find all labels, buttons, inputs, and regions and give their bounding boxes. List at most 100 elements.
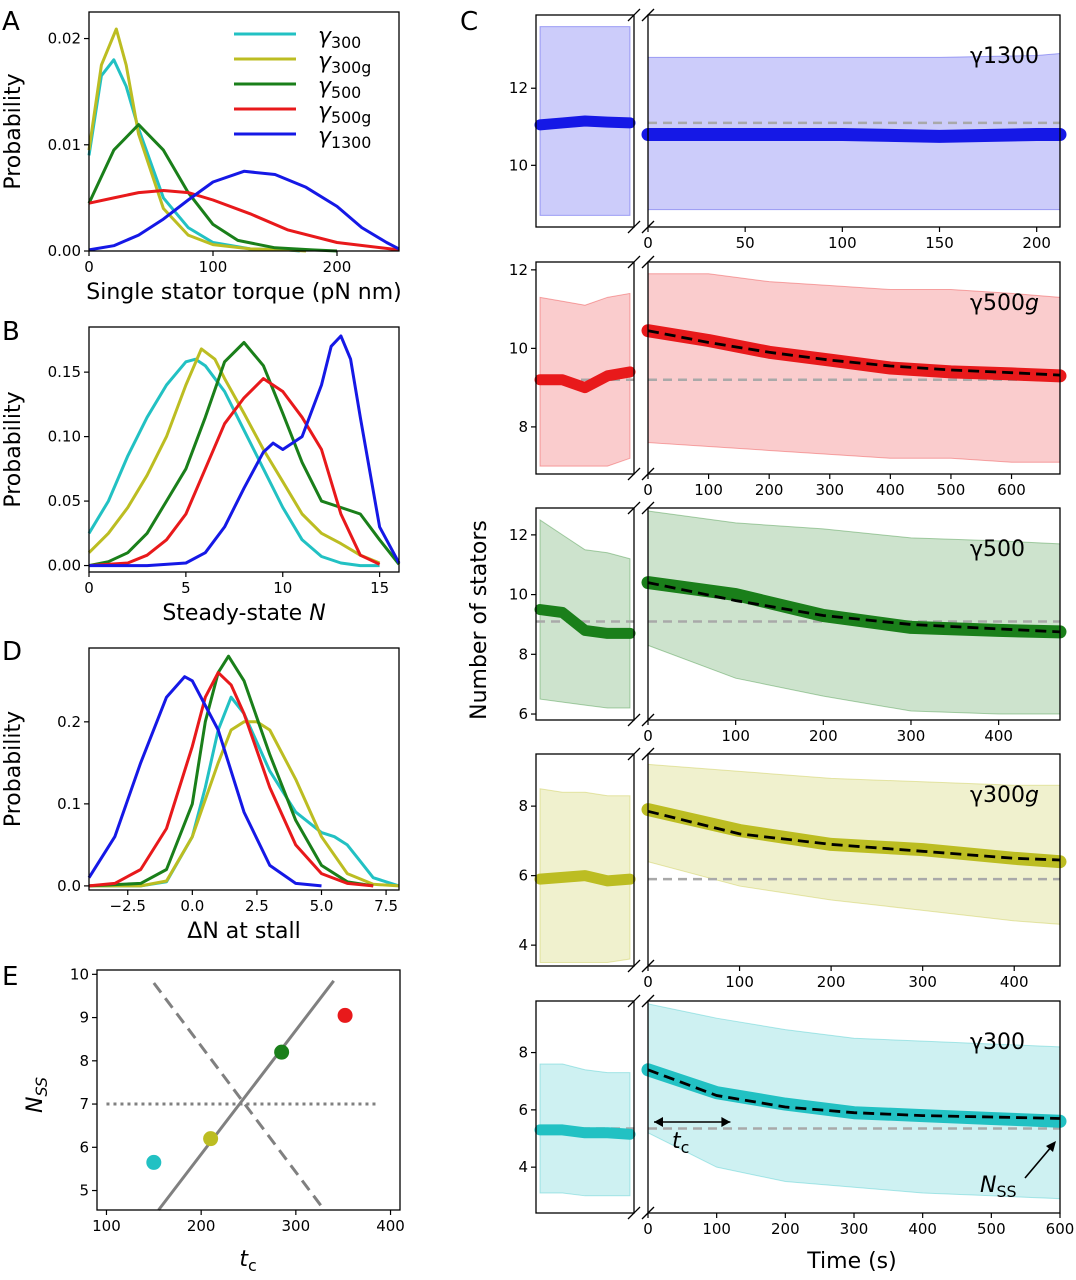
legend-label-g500g: γ500g [318,99,371,127]
panel-c-g300g-frame [647,753,1061,967]
panel-c-g500-break-mark [627,713,641,727]
panel-c-g500-label: γ500 [970,537,1025,562]
panel-c-g500g-xtick-label: 600 [997,481,1026,499]
legend-label-g300g: γ300g [318,49,371,77]
panel-a-xlabel: Single stator torque (pN nm) [86,280,401,305]
panel-d-frame [88,647,400,891]
panel-c-g300g-xtick-label: 400 [1000,973,1029,991]
panel-a-ytick-label: 0.00 [48,242,81,260]
panel-c-g1300-xtick-label: 50 [736,234,755,252]
panel-a-xtick-label: 100 [199,258,228,276]
panel-c-g300g-fit [647,809,1061,862]
panel-d-xtick-label: 0.0 [180,897,204,915]
panel-d-ylabel: Probability [1,711,26,827]
panel-e-xlabel: tc [239,1247,256,1275]
panel-c-g500g-break-mark [627,255,641,269]
panel-c-g500g-xtick-label: 400 [876,481,905,499]
panel-a-series-g1300 [88,169,400,252]
panel-b-series-g1300 [89,334,401,568]
panel-c-g300g-pre-mean [534,870,636,887]
panel-b-xtick-label: 15 [370,579,389,597]
panel-b-series-g300g [87,347,381,565]
panel-c-ylabel: Number of stators [467,520,492,720]
panel-letter-d: D [2,637,22,667]
panel-c-g500g-xtick-label: 100 [694,481,723,499]
panel-e-line-solid [157,979,335,1211]
panel-c-g300-xtick-label: 100 [702,1220,731,1238]
panel-c-g1300-frame-pre [535,14,635,228]
panel-b-ylabel: Probability [1,391,26,507]
panel-c-g300-break-mark [627,1206,641,1220]
panel-c-g500g-xtick-label: 200 [755,481,784,499]
panel-c-g500-xtick-label: 300 [897,727,926,745]
panel-c-g500g-ytick-label: 10 [509,339,528,357]
panel-c-g300-xtick-label: 500 [977,1220,1006,1238]
nss-arrow-head [1046,1141,1056,1152]
panel-c-g300-label: γ300 [970,1030,1025,1055]
panel-c-g1300-pre-mean [534,115,636,131]
panel-c-g300-frame-pre [535,1000,635,1214]
tc-arrow-head [721,1117,731,1127]
panel-c-g1300-ytick-label: 12 [509,79,528,97]
panel-c-g1300-label: γ1300 [970,44,1039,69]
panel-b-frame [88,326,400,573]
panel-c-g300-pre-mean [534,1124,636,1140]
panel-e-ytick-label: 6 [79,1138,89,1156]
panel-e-ytick-label: 10 [70,965,89,983]
panel-letter-c: C [460,7,478,37]
panel-c-g500-xtick-label: 0 [643,727,653,745]
panel-c-g300-ytick-label: 6 [518,1101,528,1119]
panel-b-ytick-label: 0.15 [48,363,81,381]
panel-c-g500-ytick-label: 12 [509,526,528,544]
panel-a-series-g500 [87,123,338,253]
panel-e-xtick-label: 200 [187,1217,216,1235]
panel-c-g500g-frame [647,261,1061,475]
panel-d-ytick-label: 0.1 [57,795,81,813]
nss-annotation: NSS [980,1173,1017,1201]
panel-c-g1300-xtick-label: 100 [828,234,857,252]
panel-c-g300g-frame-pre [535,753,635,967]
panel-e-line-dashed [152,982,326,1211]
panel-c-g300-xtick-label: 400 [908,1220,937,1238]
panel-d-ytick-label: 0.0 [57,877,81,895]
panel-c-g500g-xtick-label: 300 [815,481,844,499]
panel-c-g500-pre-mean [534,604,636,639]
panel-letter-b: B [2,317,20,347]
panel-c-g500g-break-mark [641,255,655,269]
panel-d-xtick-label: 2.5 [245,897,269,915]
panel-a-frame [88,11,400,252]
panel-c-g300g-label: γ300g [970,783,1039,808]
panel-c-g500g-ytick-label: 12 [509,261,528,279]
panel-letter-e: E [2,962,18,992]
panel-b-xtick-label: 10 [273,579,292,597]
legend-label-g1300: γ1300 [318,124,371,152]
tc-arrow-head [654,1117,663,1127]
panel-a-ylabel: Probability [1,73,26,189]
panel-c-g1300-xtick-label: 150 [925,234,954,252]
panel-c-g1300-break-mark [627,220,641,234]
panel-c-g300-xtick-label: 200 [771,1220,800,1238]
panel-c-g500-break-mark [627,501,641,515]
panel-e-xtick-label: 300 [282,1217,311,1235]
panel-e-ylabel: NSS [23,1077,51,1113]
panel-d-xtick-label: −2.5 [110,897,146,915]
panel-c-g500-frame [647,507,1061,721]
panel-c-g500g-xtick-label: 500 [937,481,966,499]
panel-b-ytick-label: 0.05 [48,492,81,510]
panel-d-xlabel: ΔN at stall [187,919,300,944]
panel-c-g300g-ytick-label: 6 [518,867,528,885]
panel-b-xtick-label: 5 [181,579,191,597]
panel-c-g500g-pre-mean [534,366,636,394]
panel-c-g500-fit [647,581,1061,634]
panel-d-series-g500g [88,671,374,888]
panel-d-series-g1300 [87,675,322,888]
panel-e-point-g500 [274,1044,290,1060]
panel-b-series-g500g [88,377,381,568]
panel-c-g300-break-mark [641,994,655,1008]
panel-c-g300g-xtick-label: 100 [725,973,754,991]
panel-c-g500-ytick-label: 10 [509,586,528,604]
panel-a-series-g300g [87,27,307,253]
panel-a-series-g500g [88,189,400,252]
panel-c-g300g-break-mark [627,959,641,973]
